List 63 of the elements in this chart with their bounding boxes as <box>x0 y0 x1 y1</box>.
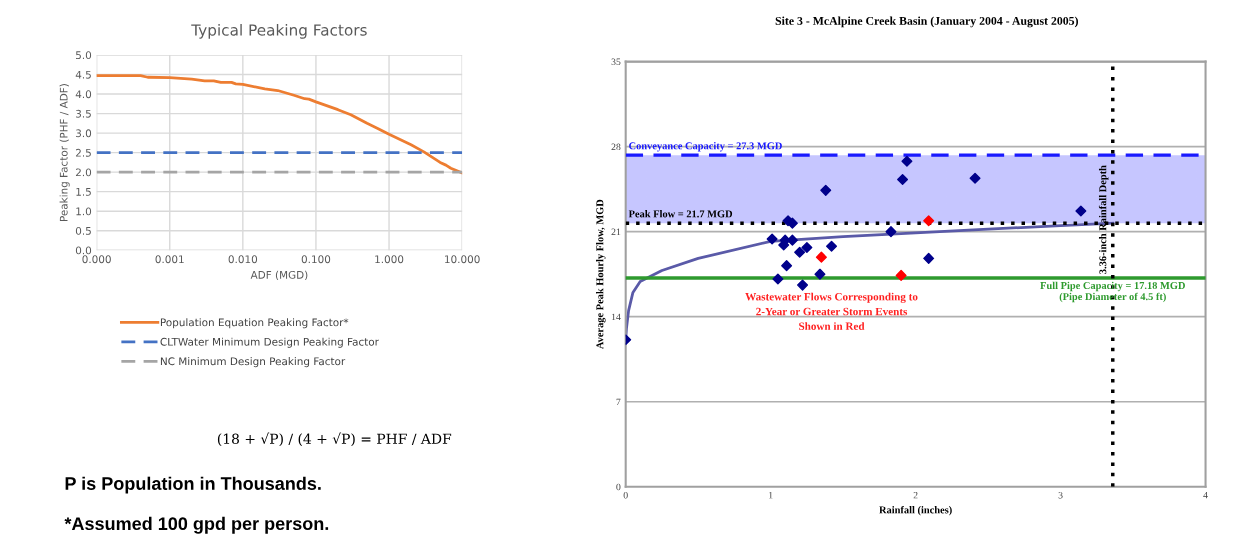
y-tick-label: 14 <box>611 313 621 321</box>
y-tick-label: 21 <box>611 228 621 236</box>
point <box>815 251 827 263</box>
x-tick-label: 0.001 <box>155 255 184 264</box>
legend-label: CLTWater Minimum Design Peaking Factor <box>160 337 379 348</box>
annotation: Wastewater Flows Corresponding to 2-Year or Greater Storm Events Shown in Red <box>745 292 918 330</box>
ref-line-label: 3.36-inch Rainfall Depth <box>1098 165 1109 274</box>
x-tick-label: 0.010 <box>228 255 258 264</box>
point <box>1075 205 1087 217</box>
x-tick-label: 1 <box>769 491 773 499</box>
y-tick-label: 3.5 <box>76 109 91 118</box>
point <box>781 260 793 272</box>
y-tick-label: 2.0 <box>75 168 92 177</box>
point <box>969 172 981 184</box>
ref-line-label: Peak Flow = 21.7 MGD <box>628 210 733 218</box>
y-tick-label: 35 <box>611 58 621 66</box>
text: P is Population in Thousands. <box>65 476 321 494</box>
point <box>885 226 897 238</box>
x-tick-label: 4 <box>1203 491 1208 499</box>
x-tick-label: 0 <box>623 491 628 499</box>
y-tick-label: 0.5 <box>75 226 91 235</box>
point <box>923 252 935 264</box>
text: *Assumed 100 gpd per person. <box>64 516 329 534</box>
point <box>801 241 813 253</box>
y-tick-label: 1.5 <box>76 188 91 196</box>
text: (18 + √P) / (4 + √P) = PHF / ADF <box>217 432 452 446</box>
legend-label: Population Equation Peaking Factor* <box>160 318 349 329</box>
x-tick-label: 10.000 <box>445 255 480 264</box>
chart-title: Typical Peaking Factors <box>191 23 367 39</box>
x-tick-label: 3 <box>1058 491 1063 499</box>
y-tick-label: 1.0 <box>76 207 92 216</box>
y-tick-label: 2.5 <box>75 148 91 157</box>
point <box>923 215 935 227</box>
y-tick-label: 3.0 <box>76 129 92 138</box>
legend-label: NC Minimum Design Peaking Factor <box>160 357 346 368</box>
x-tick-label: 0.000 <box>82 255 111 264</box>
y-tick-label: 4.0 <box>75 90 92 99</box>
x-tick-label: 2 <box>913 491 918 499</box>
y-tick-label: 0 <box>616 483 621 491</box>
x-tick-label: 1.000 <box>375 255 404 264</box>
point <box>895 269 907 281</box>
point <box>772 273 784 285</box>
chart-title: Site 3 - McAlpine Creek Basin (January 2004 - August 2005) <box>775 16 1078 28</box>
y-tick-label: 5.0 <box>76 51 92 60</box>
ref-line-label: Full Pipe Capacity = 17.18 MGD (Pipe Diameter of 4.5 ft) <box>1040 281 1185 303</box>
y-tick-label: 0.0 <box>75 246 92 255</box>
y-tick-label: 28 <box>611 143 621 151</box>
x-axis-title: Rainfall (inches) <box>879 505 952 516</box>
point <box>814 268 826 280</box>
point <box>766 233 778 245</box>
y-axis-title: Average Peak Hourly Flow, MGD <box>596 199 606 350</box>
ref-line-label: Conveyance Capacity = 27.3 MGD <box>629 142 782 152</box>
point <box>820 184 832 196</box>
point <box>826 240 838 252</box>
point <box>901 155 913 167</box>
point <box>797 279 809 291</box>
point <box>794 246 806 258</box>
x-axis-title: ADF (MGD) <box>250 270 308 281</box>
y-tick-label: 4.5 <box>75 70 91 79</box>
x-tick-label: 0.100 <box>301 255 331 264</box>
y-tick-label: 7 <box>616 398 621 406</box>
point <box>897 173 909 185</box>
y-axis-title: Peaking Factor (PHF / ADF) <box>59 84 70 222</box>
